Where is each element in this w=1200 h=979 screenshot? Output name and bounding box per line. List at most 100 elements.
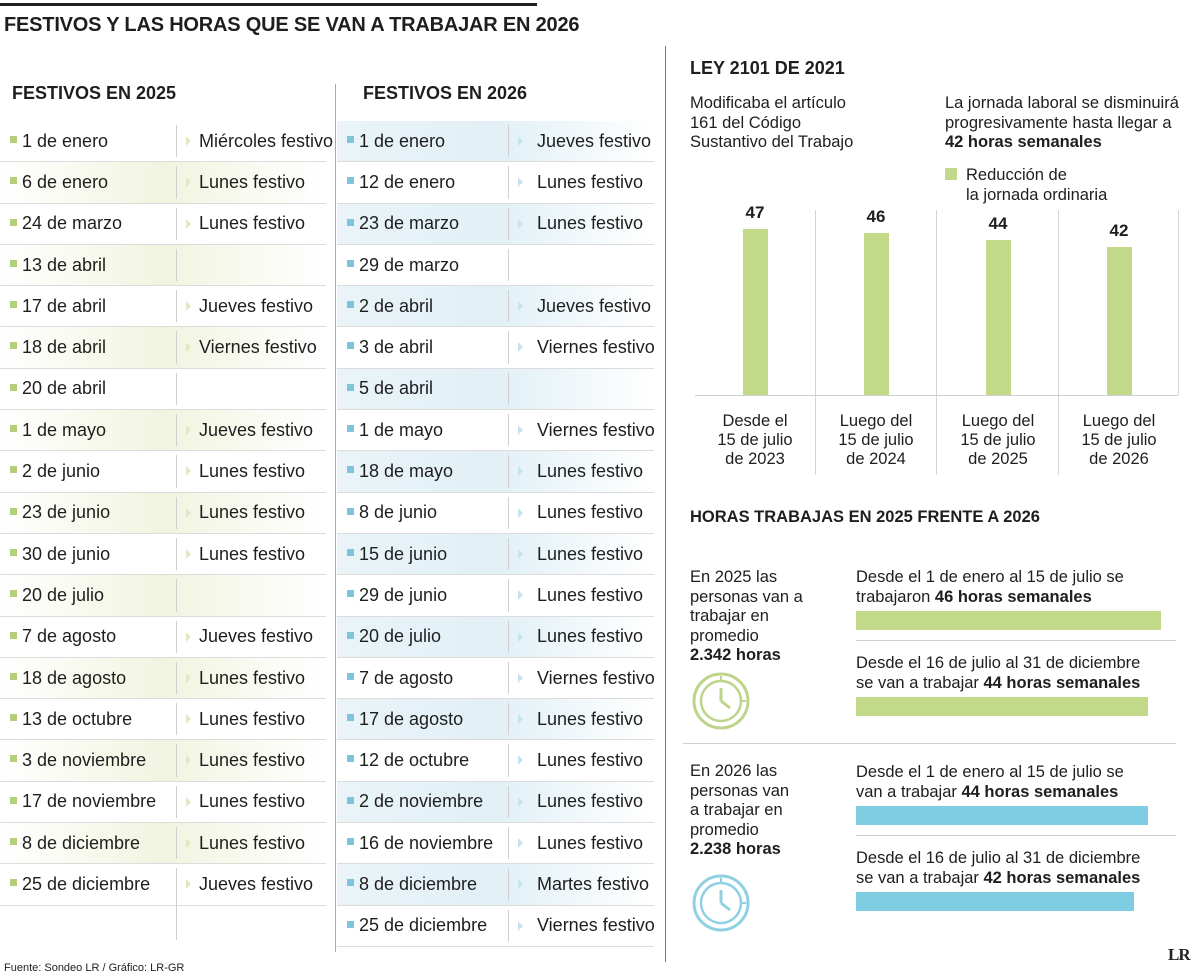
festivo-row: 3 de abril Viernes festivo [337, 327, 655, 369]
category-line: 15 de julio [1081, 431, 1157, 449]
chart-gridline [936, 395, 937, 475]
cell-divider [176, 414, 177, 447]
summary-2025-line: trabajar en [690, 607, 769, 625]
festivo-row: 23 de junio Lunes festivo [0, 492, 326, 534]
festivo-day: Jueves festivo [199, 626, 314, 647]
chart-gridline [936, 210, 937, 395]
cell-divider [176, 744, 177, 777]
row-pointer [186, 136, 191, 146]
festivo-date: 16 de noviembre [359, 832, 494, 853]
hours-bar [856, 611, 1161, 630]
hours-bar [856, 697, 1148, 716]
row-pointer [186, 879, 191, 890]
festivo-row: 1 de mayo Jueves festivo [0, 410, 326, 452]
period-hours: 44 horas semanales [961, 782, 1119, 801]
festivo-row: 18 de abril Viernes festivo [0, 327, 326, 369]
festivo-date: 17 de agosto [359, 708, 464, 729]
row-marker [347, 838, 354, 846]
festivo-row: 12 de enero Lunes festivo [337, 162, 654, 204]
list-divider [335, 84, 336, 952]
festivo-date: 5 de abril [359, 378, 434, 399]
cell-divider [508, 207, 509, 240]
festivo-date: 17 de noviembre [22, 791, 157, 812]
festivo-row: 25 de diciembre Viernes festivo [337, 906, 655, 947]
festivo-row: 1 de enero Miércoles festivo [0, 121, 333, 163]
festivo-date: 7 de agosto [359, 667, 454, 688]
festivo-date: 20 de julio [22, 584, 105, 605]
cell-divider [176, 331, 177, 364]
festivo-date: 20 de abril [22, 378, 107, 399]
bar-value-label: 44 [988, 213, 1008, 233]
cell-divider [176, 620, 177, 653]
period-lead: trabajaron [856, 587, 931, 606]
festivo-date: 12 de enero [359, 171, 456, 192]
row-pointer [518, 796, 523, 807]
festivo-date: 8 de diciembre [359, 873, 478, 894]
festivo-row: 17 de agosto Lunes festivo [337, 699, 654, 741]
category-line: de 2025 [968, 450, 1028, 468]
festivo-day: Lunes festivo [537, 213, 644, 234]
festivo-date: 3 de abril [359, 337, 434, 358]
cell-divider [176, 372, 177, 406]
row-marker [10, 879, 17, 887]
festivos-2026-list: 1 de enero Jueves festivo 12 de enero Lunes… [337, 121, 655, 947]
legend-line: Reducción de [966, 166, 1067, 184]
row-pointer [186, 507, 191, 518]
row-marker [347, 548, 354, 556]
festivo-date: 29 de marzo [359, 254, 460, 275]
festivo-date: 13 de abril [22, 254, 107, 275]
row-marker [10, 466, 17, 474]
category-line: de 2024 [846, 450, 906, 468]
festivo-day: Viernes festivo [537, 419, 655, 440]
festivo-row: 29 de junio Lunes festivo [337, 575, 654, 617]
cell-divider [508, 909, 509, 942]
cell-divider [508, 703, 509, 736]
cell-divider [176, 207, 177, 240]
row-marker [10, 590, 17, 598]
cell-divider [508, 620, 509, 653]
summary-2026-total: 2.238 horas [690, 840, 781, 858]
festivo-date: 6 de enero [22, 171, 109, 192]
cell-divider [508, 248, 509, 282]
hours-bar [856, 806, 1148, 825]
period-lead: se van a trabajar [856, 868, 979, 887]
period-line: Desde el 16 de julio al 31 de diciembre [856, 849, 1141, 867]
row-marker [347, 301, 354, 309]
chart-bar [985, 239, 1011, 395]
cell-divider [508, 331, 509, 364]
ley-title: LEY 2101 DE 2021 [690, 58, 845, 78]
festivo-row: 2 de noviembre Lunes festivo [337, 781, 654, 824]
cell-divider [508, 372, 509, 406]
category-line: Luego del [961, 412, 1035, 430]
chart-gridline [1178, 210, 1179, 395]
festivo-day: Jueves festivo [199, 873, 314, 894]
festivo-day: Lunes festivo [199, 667, 306, 688]
bar-category-label: Luego del 15 de julio de 2025 [939, 412, 1057, 469]
festivo-day: Jueves festivo [199, 419, 314, 440]
row-pointer [518, 838, 523, 849]
ley-goal-bold: 42 horas semanales [945, 133, 1102, 151]
festivo-day: Viernes festivo [199, 337, 317, 358]
festivos-2025-title: FESTIVOS EN 2025 [12, 83, 177, 103]
row-marker [10, 796, 17, 804]
festivo-day: Lunes festivo [537, 171, 644, 192]
row-marker [347, 755, 354, 763]
row-pointer [186, 755, 191, 766]
festivo-day: Lunes festivo [537, 461, 644, 482]
category-line: Luego del [839, 412, 913, 430]
cell-divider [508, 537, 509, 571]
row-pointer [518, 466, 523, 477]
festivo-day: Lunes festivo [199, 461, 306, 482]
period-lead: van a trabajar [856, 782, 957, 801]
festivo-row: 3 de noviembre Lunes festivo [0, 740, 326, 782]
festivo-row: 18 de mayo Lunes festivo [337, 451, 654, 493]
festivo-date: 8 de junio [359, 502, 438, 523]
row-marker [10, 342, 17, 350]
festivo-date: 29 de junio [359, 584, 448, 605]
row-marker [347, 425, 354, 433]
row-marker [347, 259, 354, 267]
row-pointer [518, 755, 523, 766]
chart-baseline [695, 395, 1178, 396]
festivo-date: 24 de marzo [22, 213, 123, 234]
category-line: de 2026 [1089, 450, 1149, 468]
